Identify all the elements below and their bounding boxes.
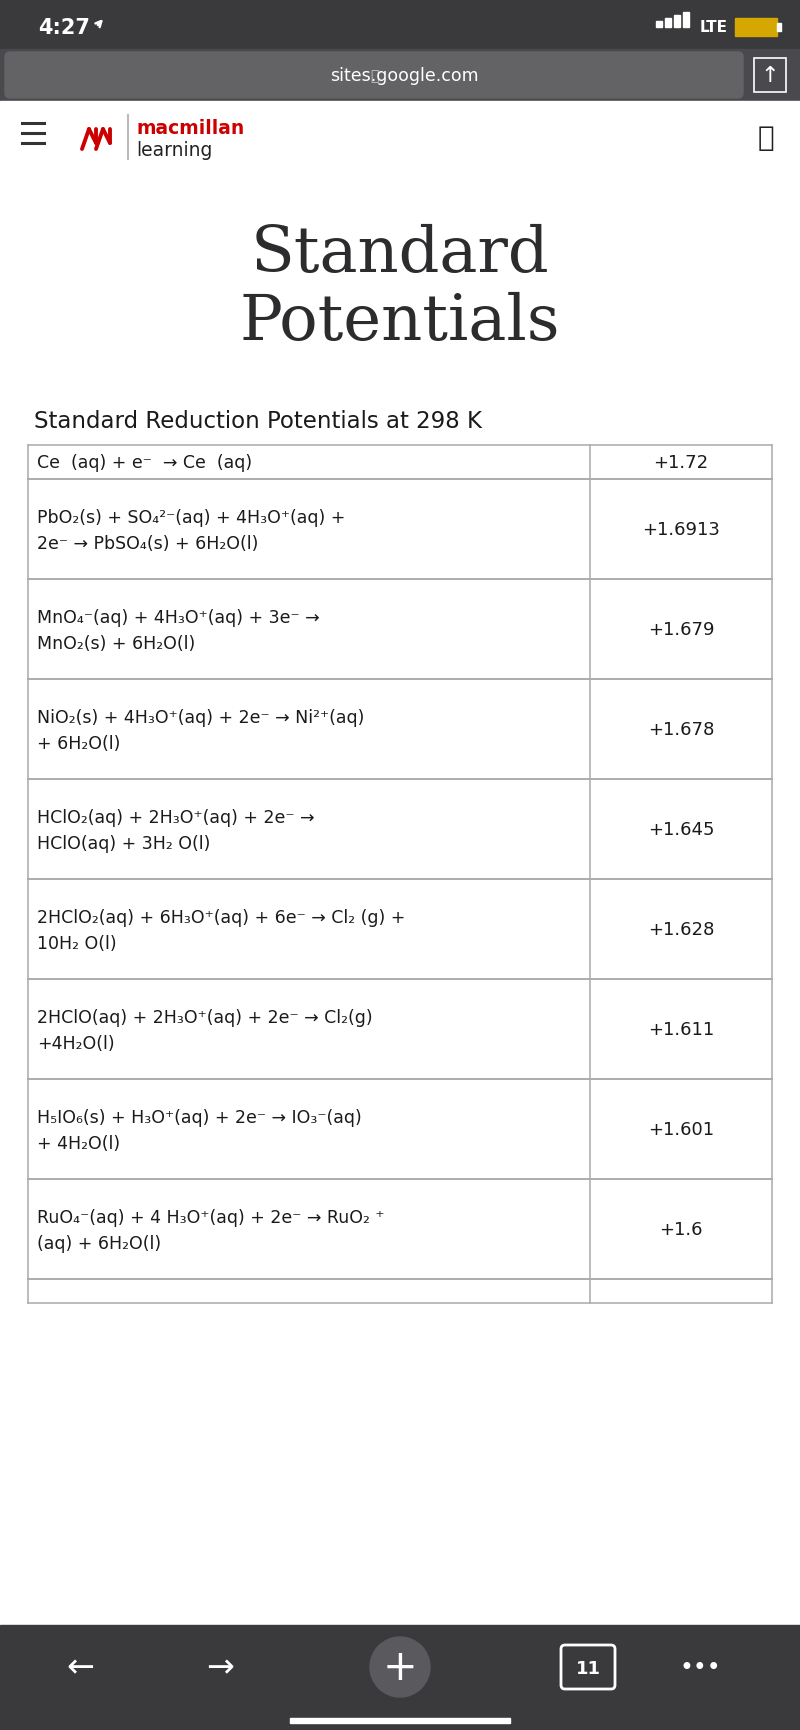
Text: +1.678: +1.678	[648, 721, 714, 739]
Text: H₅IO₆(s) + H₃O⁺(aq) + 2e⁻ → IO₃⁻(aq): H₅IO₆(s) + H₃O⁺(aq) + 2e⁻ → IO₃⁻(aq)	[37, 1109, 362, 1126]
Text: MnO₂(s) + 6H₂O(l): MnO₂(s) + 6H₂O(l)	[37, 635, 195, 652]
Text: 11: 11	[575, 1659, 601, 1676]
Text: +1.679: +1.679	[648, 621, 714, 638]
Text: +1.645: +1.645	[648, 820, 714, 839]
Text: +1.72: +1.72	[654, 453, 709, 472]
Bar	[665, 19, 671, 28]
Text: →: →	[206, 1650, 234, 1683]
Text: macmillan: macmillan	[136, 118, 244, 137]
Text: +1.6: +1.6	[659, 1220, 702, 1239]
Text: 2HClO₂(aq) + 6H₃O⁺(aq) + 6e⁻ → Cl₂ (g) +: 2HClO₂(aq) + 6H₃O⁺(aq) + 6e⁻ → Cl₂ (g) +	[37, 908, 406, 927]
Text: 🔒: 🔒	[370, 69, 378, 83]
Bar	[656, 22, 662, 28]
Bar	[0, 0, 800, 50]
Bar	[674, 16, 680, 28]
Text: learning: learning	[136, 140, 212, 159]
Text: HClO₂(aq) + 2H₃O⁺(aq) + 2e⁻ →: HClO₂(aq) + 2H₃O⁺(aq) + 2e⁻ →	[37, 808, 314, 827]
Bar	[777, 24, 781, 31]
Bar	[0, 1624, 800, 1730]
Text: Standard Reduction Potentials at 298 K: Standard Reduction Potentials at 298 K	[34, 410, 482, 432]
Text: Ce  (aq) + e⁻  → Ce  (aq): Ce (aq) + e⁻ → Ce (aq)	[37, 453, 252, 472]
Text: ↑: ↑	[761, 66, 779, 86]
Text: 10H₂ O(l): 10H₂ O(l)	[37, 934, 117, 953]
Bar	[0, 102, 800, 175]
Text: NiO₂(s) + 4H₃O⁺(aq) + 2e⁻ → Ni²⁺(aq): NiO₂(s) + 4H₃O⁺(aq) + 2e⁻ → Ni²⁺(aq)	[37, 709, 364, 727]
Text: Standard: Standard	[250, 223, 550, 284]
Text: +1.601: +1.601	[648, 1121, 714, 1138]
Text: LTE: LTE	[700, 19, 728, 35]
Circle shape	[370, 1637, 430, 1697]
Text: sites.google.com: sites.google.com	[330, 67, 478, 85]
Bar	[683, 14, 689, 28]
Text: + 4H₂O(l): + 4H₂O(l)	[37, 1135, 120, 1152]
Text: 2e⁻ → PbSO₄(s) + 6H₂O(l): 2e⁻ → PbSO₄(s) + 6H₂O(l)	[37, 535, 258, 552]
Text: +1.6913: +1.6913	[642, 521, 720, 538]
Text: •••: •••	[679, 1656, 721, 1680]
Text: +4H₂O(l): +4H₂O(l)	[37, 1035, 114, 1052]
Text: 2HClO(aq) + 2H₃O⁺(aq) + 2e⁻ → Cl₂(g): 2HClO(aq) + 2H₃O⁺(aq) + 2e⁻ → Cl₂(g)	[37, 1009, 373, 1026]
Text: +1.628: +1.628	[648, 920, 714, 938]
Text: ←: ←	[66, 1650, 94, 1683]
Bar	[735, 19, 777, 36]
Text: + 6H₂O(l): + 6H₂O(l)	[37, 735, 120, 753]
Text: RuO₄⁻(aq) + 4 H₃O⁺(aq) + 2e⁻ → RuO₂ ⁺: RuO₄⁻(aq) + 4 H₃O⁺(aq) + 2e⁻ → RuO₂ ⁺	[37, 1208, 385, 1227]
Text: PbO₂(s) + SO₄²⁻(aq) + 4H₃O⁺(aq) +: PbO₂(s) + SO₄²⁻(aq) + 4H₃O⁺(aq) +	[37, 509, 346, 526]
Text: 4:27: 4:27	[38, 17, 90, 38]
Text: +1.611: +1.611	[648, 1021, 714, 1038]
FancyBboxPatch shape	[5, 54, 743, 99]
Bar	[0, 175, 800, 1624]
Text: ⌕: ⌕	[758, 125, 774, 152]
Bar	[290, 1718, 510, 1723]
Text: +: +	[382, 1645, 418, 1688]
Text: HClO(aq) + 3H₂ O(l): HClO(aq) + 3H₂ O(l)	[37, 834, 210, 853]
Text: MnO₄⁻(aq) + 4H₃O⁺(aq) + 3e⁻ →: MnO₄⁻(aq) + 4H₃O⁺(aq) + 3e⁻ →	[37, 609, 320, 626]
Text: Potentials: Potentials	[240, 291, 560, 353]
Text: (aq) + 6H₂O(l): (aq) + 6H₂O(l)	[37, 1233, 161, 1253]
Bar	[0, 50, 800, 102]
